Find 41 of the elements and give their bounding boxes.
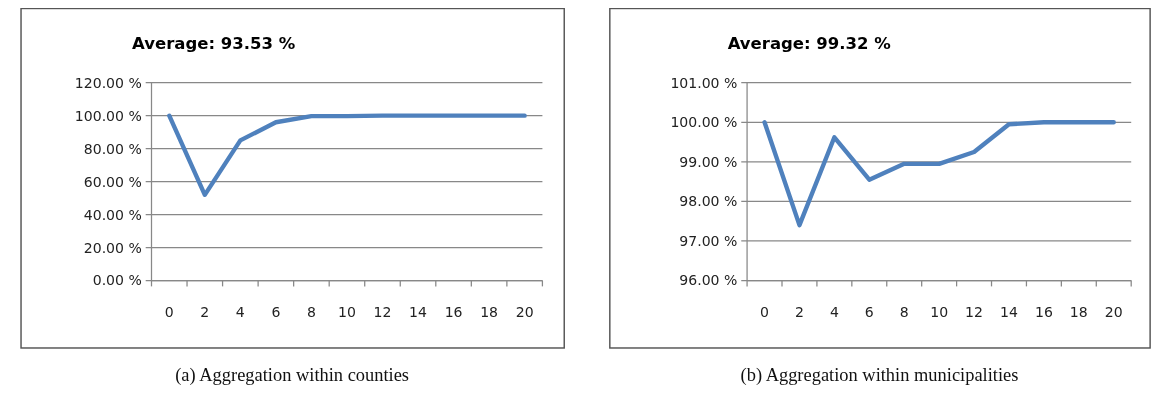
x-tick-label: 12 [965, 304, 983, 321]
x-tick-label: 14 [1000, 304, 1018, 321]
x-tick-label: 4 [235, 304, 245, 321]
y-tick-label: 0.00 % [92, 272, 142, 289]
line-series [762, 120, 1116, 228]
x-tick-label: 16 [1034, 304, 1053, 321]
x-tick-label: 2 [794, 304, 804, 321]
y-tick-label: 40.00 % [83, 206, 142, 223]
y-tick-label: 20.00 % [83, 239, 142, 256]
y-tick-label: 98.00 % [679, 193, 738, 210]
y-tick-label: 97.00 % [679, 232, 738, 249]
x-tick-label: 20 [1104, 304, 1123, 321]
x-tick-label: 10 [930, 304, 949, 321]
x-tick-label: 10 [338, 304, 356, 321]
x-tick-label: 16 [444, 304, 463, 321]
y-tick-label: 101.00 % [670, 74, 738, 91]
x-tick-label: 0 [164, 304, 174, 321]
y-tick-label: 60.00 % [83, 173, 142, 190]
text: (b) Aggregation within municipalities [740, 365, 1019, 387]
y-tick-label: 80.00 % [83, 140, 142, 157]
x-tick-label: 12 [373, 304, 392, 321]
x-tick-label: 8 [899, 304, 909, 321]
x-tick-label: 2 [200, 304, 210, 321]
text: (a) Aggregation within counties [175, 365, 410, 387]
chart-title: Average: 93.53 % [132, 33, 296, 53]
x-tick-label: 6 [864, 304, 874, 321]
x-tick-label: 18 [480, 304, 499, 321]
chart-title: Average: 99.32 % [727, 33, 891, 53]
y-tick-label: 120.00 % [74, 74, 142, 91]
y-tick-label: 96.00 % [679, 272, 738, 289]
x-tick-label: 14 [409, 304, 428, 321]
y-tick-label: 99.00 % [679, 153, 738, 170]
y-tick-label: 100.00 % [74, 107, 142, 124]
line-series [167, 113, 527, 198]
x-tick-label: 4 [829, 304, 839, 321]
x-tick-label: 8 [306, 304, 316, 321]
x-tick-label: 20 [515, 304, 534, 321]
x-tick-label: 0 [760, 304, 770, 321]
x-tick-label: 18 [1069, 304, 1088, 321]
x-tick-label: 6 [271, 304, 281, 321]
y-tick-label: 100.00 % [670, 114, 738, 131]
